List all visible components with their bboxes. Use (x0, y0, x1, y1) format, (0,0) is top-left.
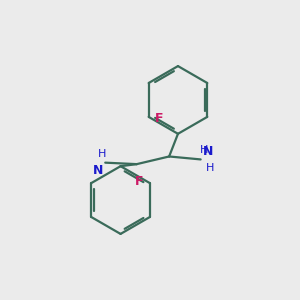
Text: H: H (98, 149, 106, 159)
Text: F: F (135, 175, 143, 188)
Text: F: F (155, 112, 164, 125)
Text: H: H (206, 163, 214, 173)
Text: N: N (203, 145, 213, 158)
Text: H: H (200, 145, 208, 155)
Text: N: N (92, 164, 103, 177)
